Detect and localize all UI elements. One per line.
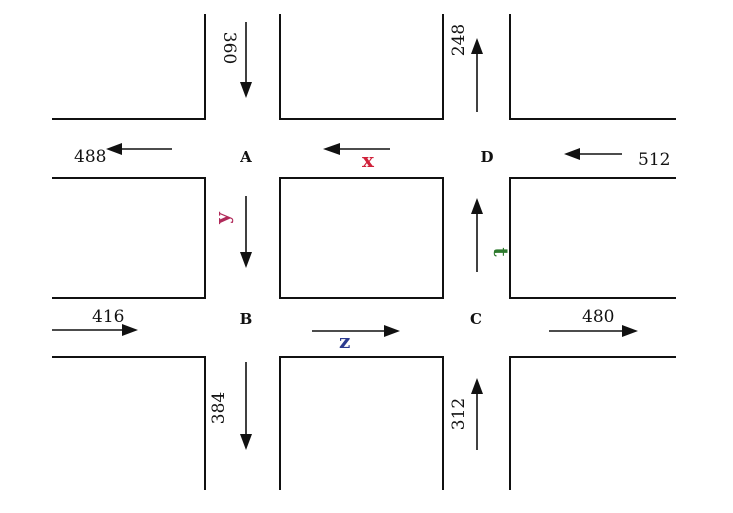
flow-label-360: 360 bbox=[219, 32, 239, 64]
flow-label-416: 416 bbox=[92, 307, 124, 327]
block-bottom-left bbox=[52, 356, 206, 490]
block-top-right bbox=[509, 14, 676, 120]
flow-label-480: 480 bbox=[582, 307, 614, 327]
flow-x-d-to-a: x bbox=[323, 143, 390, 172]
flow-east-out-of-c: 480 bbox=[549, 307, 638, 337]
flow-label-248: 248 bbox=[449, 24, 469, 56]
flow-label-312: 312 bbox=[449, 398, 469, 430]
flow-label-512: 512 bbox=[638, 150, 670, 170]
node-a-label: A bbox=[239, 148, 252, 166]
flow-z-b-to-c: z bbox=[312, 325, 400, 353]
block-middle-left bbox=[29, 177, 206, 299]
unknown-y-label: y bbox=[210, 211, 234, 225]
block-bottom-center bbox=[279, 356, 444, 490]
flow-y-a-to-b: y bbox=[210, 196, 252, 268]
block-middle-center bbox=[279, 177, 444, 299]
flow-west-into-b: 416 bbox=[52, 307, 138, 336]
flow-south-into-c: 312 bbox=[449, 378, 483, 450]
flow-t-c-to-d: t bbox=[471, 198, 513, 272]
city-blocks bbox=[29, 14, 691, 490]
block-top-center bbox=[279, 14, 444, 120]
flow-north-into-a: 360 bbox=[219, 22, 252, 98]
block-bottom-right bbox=[509, 356, 676, 490]
unknown-t-label: t bbox=[489, 247, 513, 257]
unknown-x-label: x bbox=[362, 148, 375, 172]
unknown-z-label: z bbox=[339, 329, 350, 353]
node-b-label: B bbox=[240, 310, 253, 328]
flow-west-out-of-a: 488 bbox=[74, 143, 172, 167]
flow-label-488: 488 bbox=[74, 147, 106, 167]
flow-east-into-d: 512 bbox=[564, 148, 670, 170]
flow-south-out-of-b: 384 bbox=[209, 362, 252, 450]
block-middle-right bbox=[509, 177, 691, 299]
flow-north-out-of-d: 248 bbox=[449, 24, 483, 112]
node-d-label: D bbox=[480, 148, 493, 166]
node-c-label: C bbox=[470, 310, 482, 328]
block-top-left bbox=[52, 14, 206, 120]
flow-label-384: 384 bbox=[209, 392, 229, 424]
